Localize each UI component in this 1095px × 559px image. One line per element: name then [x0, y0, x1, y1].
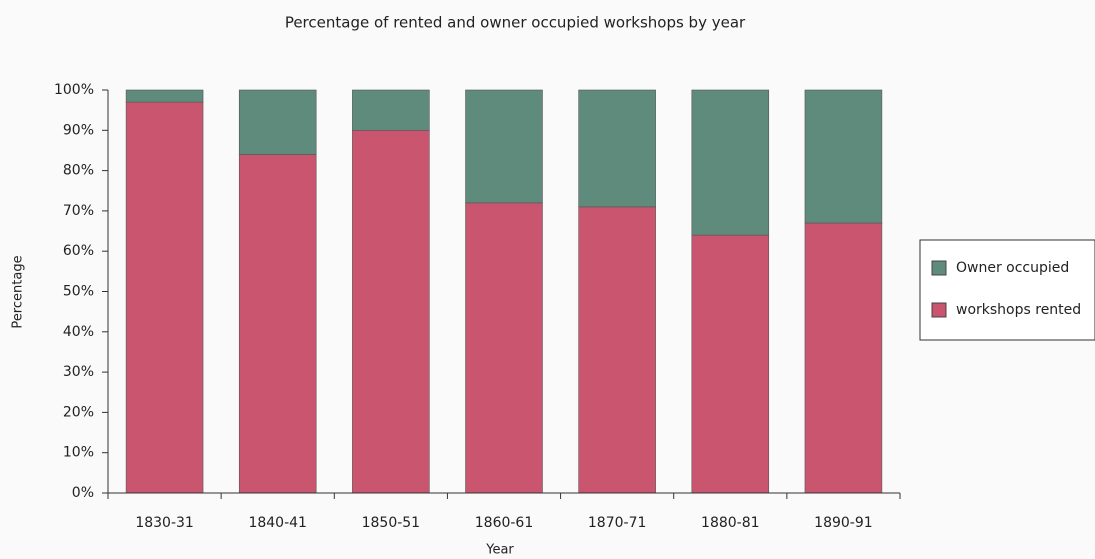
x-tick-label: 1850-51 — [362, 515, 421, 531]
y-tick-label: 30% — [63, 364, 94, 380]
legend-box — [919, 239, 1095, 341]
legend-label: Owner occupied — [956, 260, 1069, 276]
x-tick-label: 1840-41 — [248, 515, 307, 531]
bar-segment — [804, 222, 883, 494]
bar-segment — [578, 206, 656, 494]
x-tick-label: 1870-71 — [588, 515, 647, 531]
chart-title: Percentage of rented and owner occupied … — [285, 14, 746, 32]
bar-segment — [691, 89, 770, 236]
x-axis-label: Year — [485, 543, 514, 558]
x-tick-label: 1880-81 — [701, 515, 760, 531]
y-tick-label: 100% — [54, 82, 94, 98]
x-tick-label: 1890-91 — [814, 515, 873, 531]
bar-segment — [125, 101, 204, 494]
bar-segment — [465, 89, 543, 204]
y-tick-label: 40% — [63, 324, 94, 340]
x-tick-label: 1830-31 — [135, 515, 194, 531]
bar-segment — [578, 89, 656, 208]
y-axis-label: Percentage — [11, 255, 26, 328]
x-tick-label: 1860-61 — [475, 515, 534, 531]
bar-segment — [125, 89, 204, 103]
y-tick-label: 70% — [63, 203, 94, 219]
bar-segment — [238, 89, 317, 155]
bar-segment — [238, 154, 317, 494]
y-tick-label: 20% — [63, 404, 94, 420]
y-tick-label: 10% — [63, 445, 94, 461]
bar-segment — [352, 130, 430, 494]
y-tick-label: 60% — [63, 243, 94, 259]
bar-segment — [465, 202, 543, 494]
legend-swatch — [931, 260, 947, 276]
y-tick-label: 80% — [63, 163, 94, 179]
bar-segment — [691, 234, 770, 494]
bar-segment — [804, 89, 883, 224]
y-tick-label: 0% — [72, 485, 94, 501]
bar-segment — [352, 89, 430, 131]
y-tick-label: 50% — [63, 284, 94, 300]
legend-label: workshops rented — [956, 302, 1081, 318]
y-tick-label: 90% — [63, 122, 94, 138]
legend-swatch — [931, 302, 947, 318]
